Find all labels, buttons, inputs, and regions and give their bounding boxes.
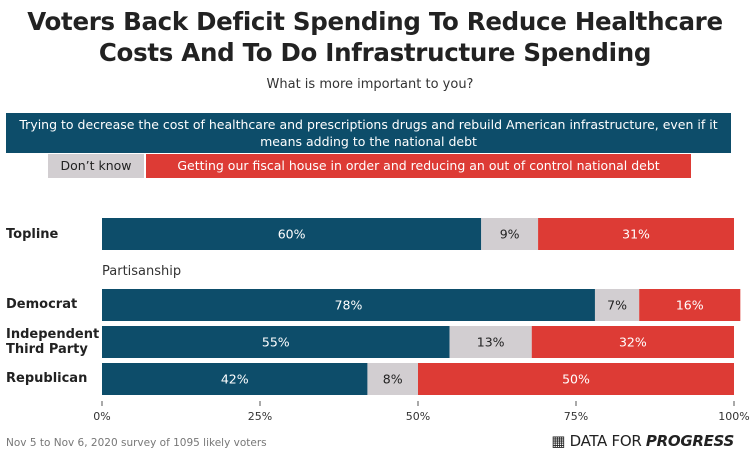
row-label-republican: Republican (6, 371, 88, 386)
bar-segment (102, 363, 368, 395)
legend-dont-know: Don’t know (48, 154, 144, 178)
data-label: 31% (622, 227, 650, 242)
data-label: 78% (335, 298, 363, 313)
x-tick-label: 25% (248, 410, 272, 423)
x-tick-label: 50% (406, 410, 430, 423)
bar-segment (102, 218, 482, 250)
logo-bold: PROGRESS (645, 432, 734, 450)
x-tick-label: 0% (93, 410, 110, 423)
data-label: 8% (383, 372, 403, 387)
bar-segment (538, 218, 734, 250)
bar-segment (102, 326, 450, 358)
logo-light: DATA FOR (569, 432, 642, 450)
data-label: 42% (221, 372, 249, 387)
data-label: 7% (607, 298, 627, 313)
data-label: 50% (562, 372, 590, 387)
data-label: 13% (477, 335, 505, 350)
chart-subtitle: What is more important to you? (266, 77, 474, 92)
x-tick-label: 100% (718, 410, 749, 423)
bar-segment (639, 289, 741, 321)
data-label: 16% (676, 298, 704, 313)
bar-segment (594, 289, 640, 321)
row-label-democrat: Democrat (6, 297, 78, 312)
bar-segment (531, 326, 734, 358)
logo: ▦ DATA FOR PROGRESS (551, 432, 734, 450)
row-label-topline: Topline (6, 227, 59, 242)
bar-segment (102, 289, 595, 321)
data-label: 9% (500, 227, 520, 242)
bar-segment (481, 218, 539, 250)
data-label: 60% (278, 227, 306, 242)
bar-segment (367, 363, 418, 395)
bar-segment (449, 326, 532, 358)
footer-note: Nov 5 to Nov 6, 2020 survey of 1095 like… (6, 437, 267, 449)
data-label: 32% (619, 335, 647, 350)
row-label-independent: Independent / Third Party (6, 327, 109, 357)
bar-chart-icon: ▦ (551, 432, 566, 450)
x-tick-label: 75% (564, 410, 588, 423)
legend-reduce-debt: Getting our fiscal house in order and re… (146, 154, 691, 178)
chart-title: Voters Back Deficit Spending To Reduce H… (27, 7, 723, 67)
data-label: 55% (262, 335, 290, 350)
bar-segment (418, 363, 734, 395)
legend-deficit-spending: Trying to decrease the cost of healthcar… (6, 113, 731, 153)
group-label: Partisanship (102, 264, 182, 279)
